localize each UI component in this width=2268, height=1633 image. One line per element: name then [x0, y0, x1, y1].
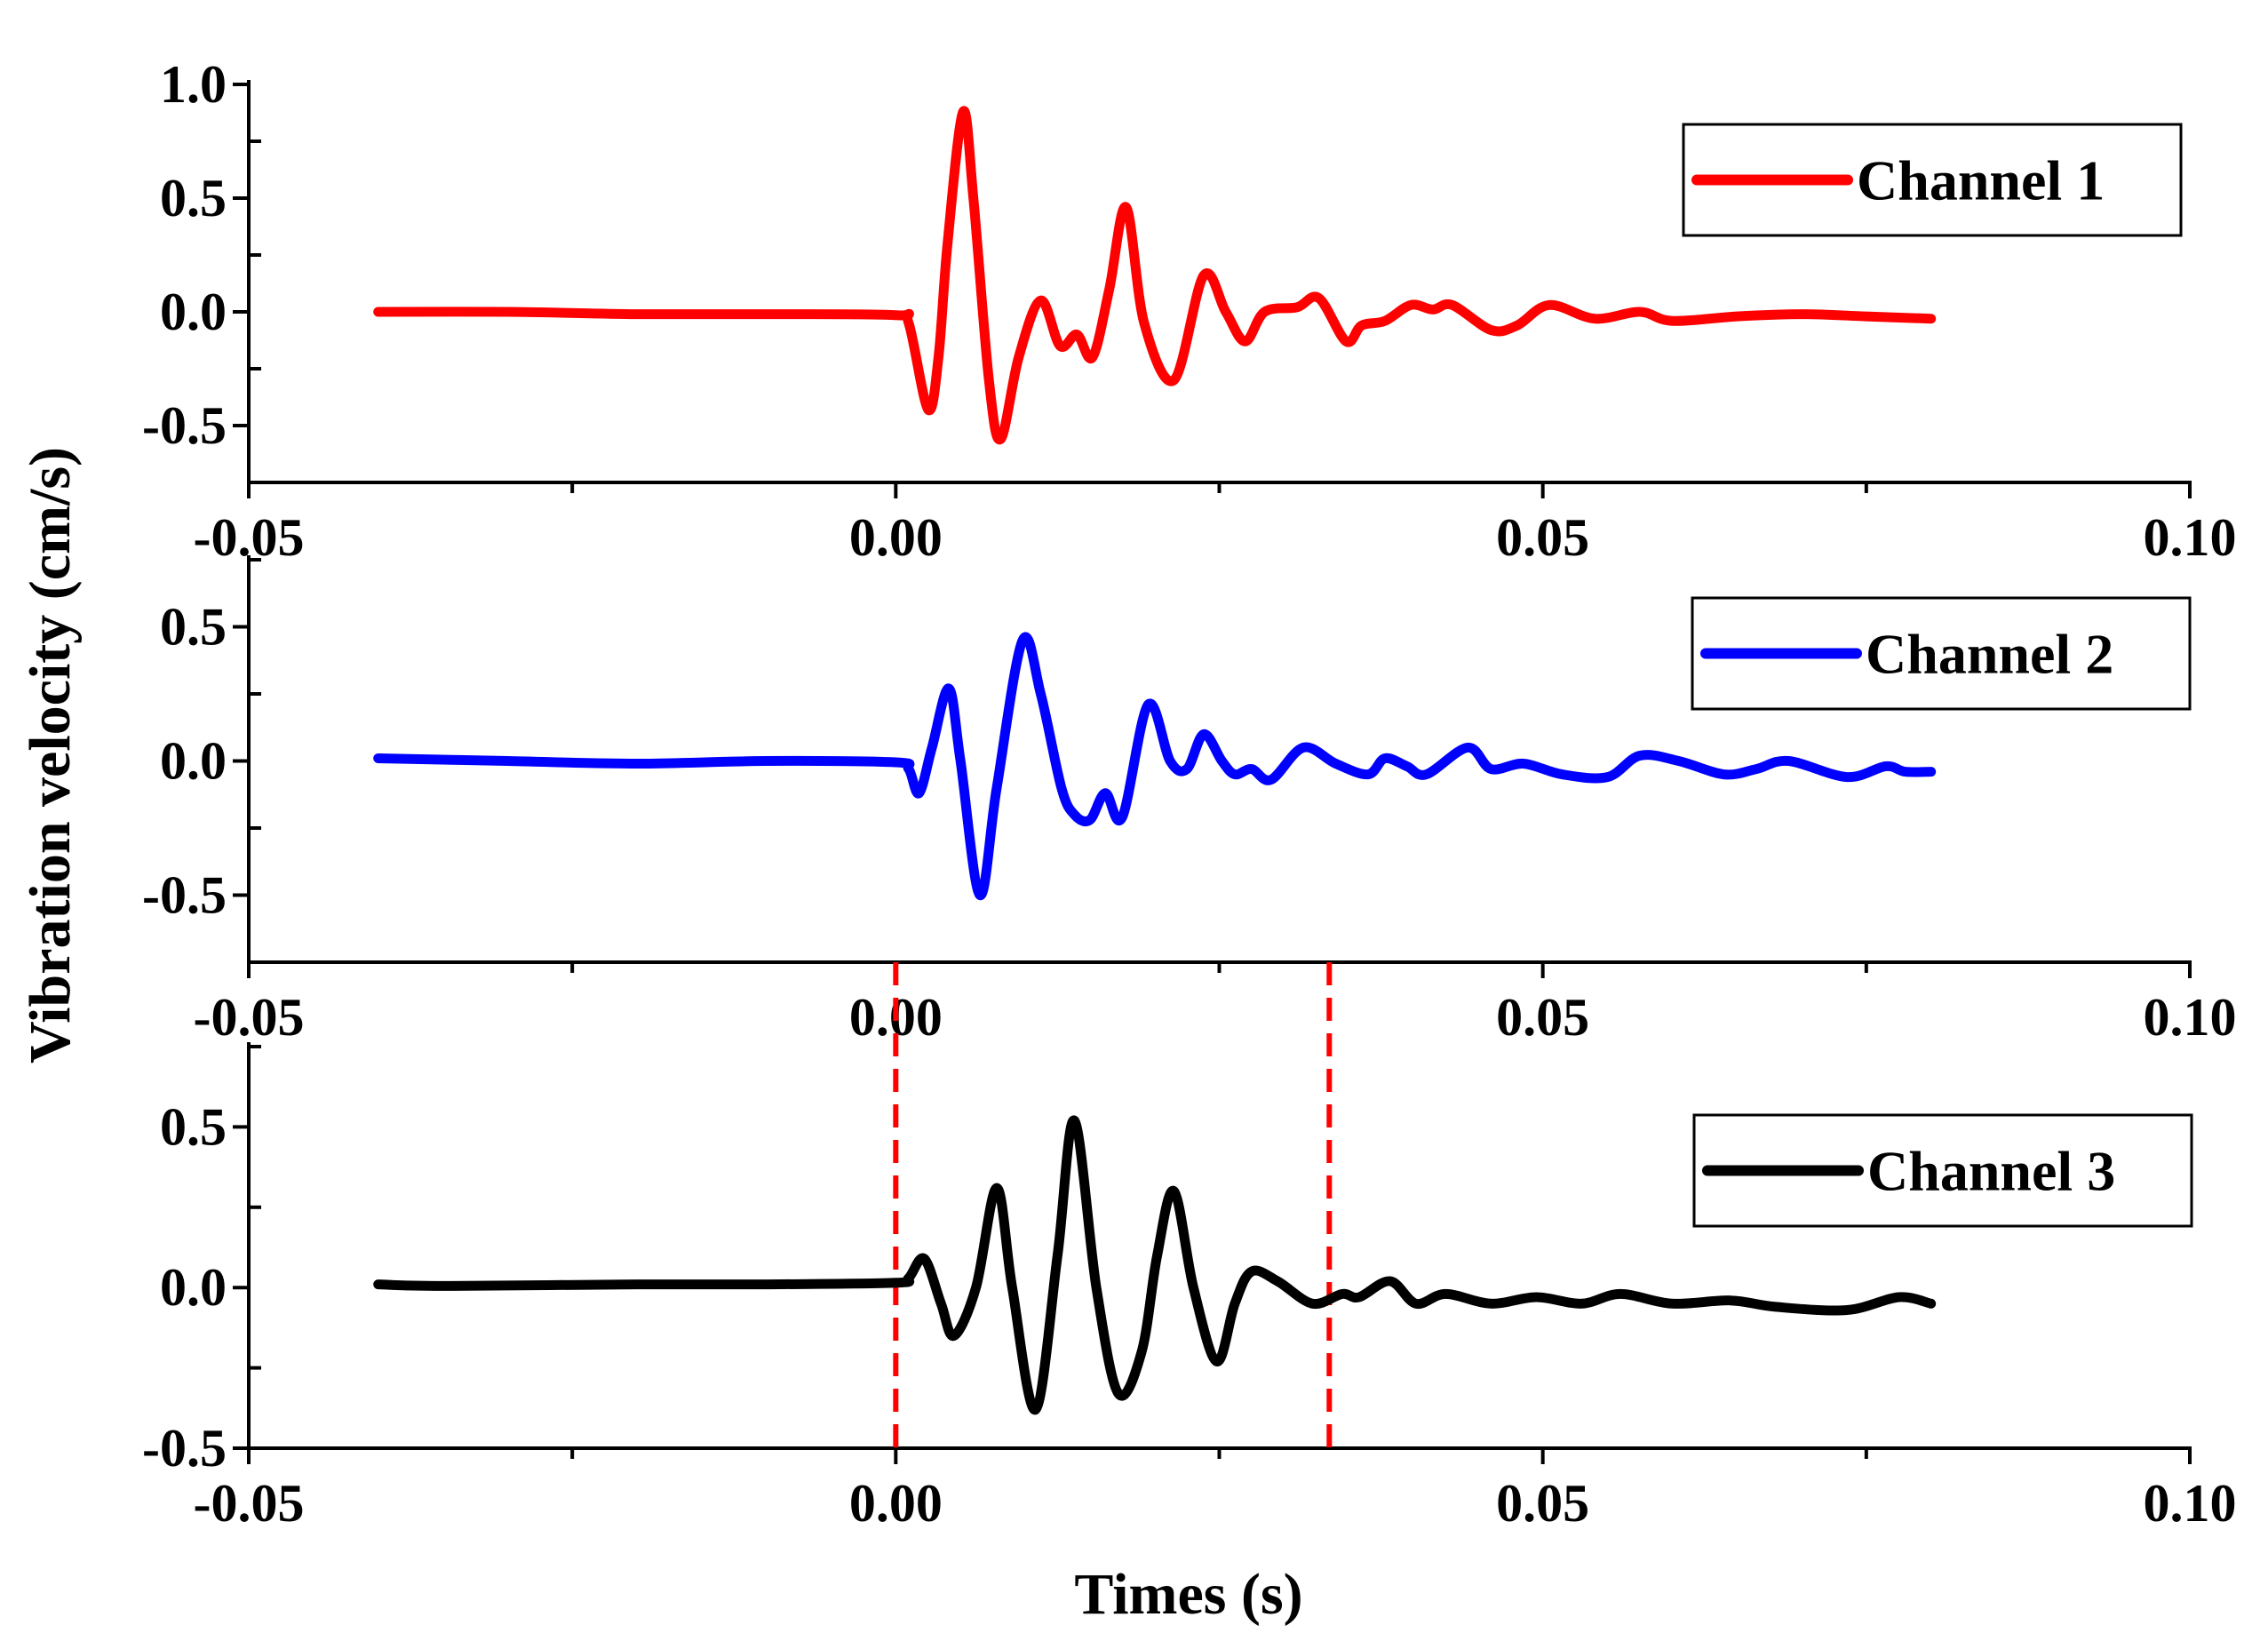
series-line-2 [373, 632, 1937, 901]
x-axis-title: Times (s) [1074, 1562, 1302, 1627]
legend-2: Channel 2 [1691, 596, 2192, 711]
x-tick-label: 0.00 [849, 1474, 943, 1533]
x-tick-label: -0.05 [194, 988, 305, 1047]
y-tick-label: 1.0 [160, 55, 227, 114]
x-tick-label: 0.00 [849, 508, 943, 567]
y-tick-label: 0.5 [160, 1097, 227, 1156]
x-tick-label: 0.05 [1496, 988, 1589, 1047]
y-tick-label: 0.0 [160, 732, 227, 791]
y-tick-label: -0.5 [142, 866, 227, 925]
legend-1: Channel 1 [1682, 123, 2183, 237]
y-axis-title: Vibration velocity (cm/s) [18, 447, 83, 1063]
legend-label: Channel 3 [1867, 1140, 2115, 1203]
series-line-3 [373, 1115, 1937, 1415]
x-tick-label: 0.05 [1496, 1474, 1589, 1533]
x-tick-label: 0.10 [2144, 1474, 2237, 1533]
chart-panels: -0.5 0.0 0.5 1.0 -0.05 0.00 0.05 0.10 Channel 1 -… [142, 55, 2236, 1533]
y-tick-label: 0.0 [160, 1258, 227, 1317]
legend-label: Channel 1 [1857, 149, 2105, 212]
x-tick-label: -0.05 [194, 1474, 305, 1533]
x-tick-label: 0.05 [1496, 508, 1589, 567]
y-tick-label: -0.5 [142, 1419, 227, 1478]
panel-3: -0.5 0.0 0.5 -0.05 0.00 0.05 0.10 Channel 3 [142, 962, 2237, 1533]
x-tick-label: 0.10 [2144, 508, 2237, 567]
y-tick-label: 0.0 [160, 283, 227, 341]
series-line-1 [373, 106, 1937, 445]
legend-3: Channel 3 [1692, 1113, 2193, 1228]
y-tick-label: 0.5 [160, 169, 227, 227]
legend-label: Channel 2 [1866, 623, 2113, 686]
y-tick-label: -0.5 [142, 396, 227, 455]
y-tick-label: 0.5 [160, 598, 227, 657]
x-tick-label: 0.10 [2144, 988, 2237, 1047]
